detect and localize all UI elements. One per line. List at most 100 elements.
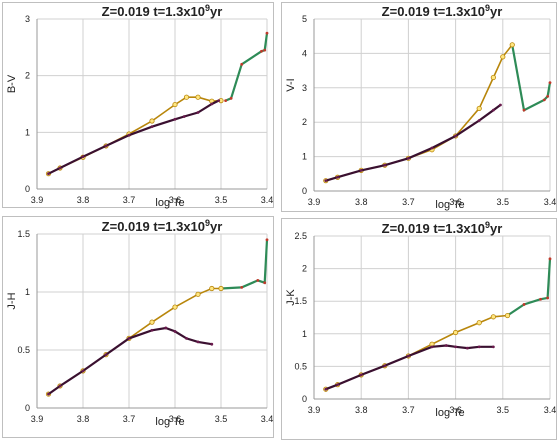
data-point [47, 172, 50, 176]
y-axis-label: J-H [6, 292, 18, 309]
data-point [430, 345, 434, 349]
data-point [539, 297, 542, 301]
data-point [172, 101, 178, 108]
data-point [542, 98, 546, 102]
x-tick-label: 3.7 [123, 195, 136, 205]
x-tick-label: 3.7 [402, 197, 415, 207]
series-line [325, 104, 502, 182]
chart-panel-b-v: 0 1 2 3 3.9 3.8 3.7 3.6 3.5 3.4 Z=0.019 t=1.3x109y… [2, 2, 274, 209]
data-point [444, 344, 448, 347]
data-point [173, 330, 177, 333]
x-tick-label: 3.4 [544, 197, 557, 207]
data-point [210, 102, 214, 106]
x-tick-label: 3.8 [77, 195, 90, 205]
data-point [127, 133, 131, 137]
data-point [218, 285, 224, 292]
data-point [522, 303, 526, 306]
chart-panel-v-i: 0 1 2 3 4 5 3.9 3.8 3.7 3.6 3.5 3.4 Z=0.019 t=1.3x10… [281, 2, 557, 212]
data-point [509, 42, 515, 48]
x-tick-label: 3.4 [261, 195, 274, 205]
x-axis-label: log Te [155, 197, 184, 209]
data-point [383, 364, 387, 368]
data-point [182, 115, 186, 118]
data-point [499, 103, 502, 107]
data-point [324, 179, 328, 183]
data-point [476, 320, 482, 326]
y-tick-label: 1 [302, 329, 307, 339]
data-point [183, 94, 190, 100]
data-point [195, 94, 201, 100]
data-point [265, 31, 269, 35]
x-tick-label: 3.6 [449, 405, 462, 415]
data-point [47, 392, 50, 396]
x-tick-label: 3.9 [308, 405, 321, 415]
data-point [256, 279, 260, 282]
data-point [359, 373, 363, 377]
data-point [466, 346, 469, 350]
data-point [240, 285, 244, 289]
y-tick-label: 4 [302, 48, 307, 58]
data-point [359, 168, 363, 172]
chart-title: Z=0.019 t=1.3x109yr [382, 3, 503, 19]
data-point [58, 384, 62, 388]
data-point [490, 74, 496, 81]
data-point [164, 326, 168, 330]
data-point [476, 105, 482, 112]
chart-panel-j-h: 0 0.5 1 1.5 3.9 3.8 3.7 3.6 3.5 3.4 Z=0.019 t=1.3x… [2, 216, 274, 438]
series-line [48, 99, 220, 175]
y-tick-label: 0 [25, 403, 30, 413]
data-point [546, 95, 550, 98]
data-point [522, 108, 526, 112]
x-tick-label: 3.7 [402, 405, 415, 415]
x-tick-label: 3.6 [169, 414, 182, 424]
data-point [172, 304, 178, 310]
y-tick-label: 0.5 [294, 361, 307, 371]
x-tick-label: 3.4 [261, 414, 274, 424]
x-axis-label: log Te [155, 416, 184, 428]
x-axis-label: log Te [435, 199, 464, 211]
series-line [506, 258, 552, 317]
data-point [224, 99, 228, 102]
data-point [149, 319, 155, 325]
x-tick-label: 3.5 [497, 197, 510, 207]
y-tick-label: 2 [302, 264, 307, 274]
data-point [173, 117, 177, 121]
y-tick-label: 1 [25, 287, 30, 297]
x-tick-label: 3.5 [215, 414, 228, 424]
data-point [263, 281, 267, 285]
data-point [104, 144, 108, 148]
y-tick-label: 1 [25, 127, 30, 137]
data-point [260, 49, 263, 53]
y-tick-label: 2 [302, 117, 307, 127]
x-tick-label: 3.6 [449, 197, 462, 207]
x-tick-label: 3.8 [77, 414, 90, 424]
y-tick-label: 0.5 [17, 345, 30, 355]
chart-panel-j-k: 0 0.5 1 1.5 2 2.5 3.9 3.8 3.7 3.6 3.5 3.4 Z=0.019 t=… [281, 218, 557, 440]
data-point [453, 329, 459, 336]
series-line [48, 96, 222, 175]
data-point [454, 134, 457, 138]
chart-svg: 0 0.5 1 1.5 3.9 3.8 3.7 3.6 3.5 3.4 Z=0.019 t=1.3x… [6, 218, 274, 428]
data-point [81, 369, 85, 373]
series-line [325, 344, 494, 391]
y-tick-label: 1.5 [294, 296, 307, 306]
data-point [407, 354, 410, 358]
series-line [225, 33, 269, 102]
chart-title: Z=0.019 t=1.3x109yr [382, 220, 503, 236]
data-point [477, 119, 481, 122]
data-point [477, 345, 481, 349]
y-axis-label: V-I [285, 78, 297, 91]
x-tick-label: 3.8 [355, 405, 368, 415]
data-point [217, 99, 221, 102]
data-point [548, 257, 552, 261]
y-tick-label: 2.5 [294, 231, 307, 241]
data-point [150, 125, 154, 129]
data-point [548, 81, 552, 85]
data-point [229, 96, 233, 100]
data-point [185, 337, 188, 340]
data-point [407, 156, 410, 160]
data-point [196, 340, 200, 344]
x-axis-label: log Te [435, 407, 464, 419]
x-tick-label: 3.9 [31, 195, 44, 205]
data-point [210, 342, 214, 346]
